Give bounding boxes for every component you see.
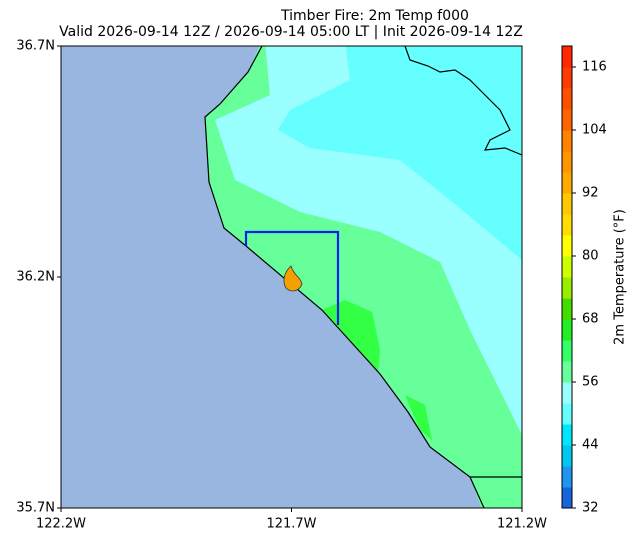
- colorbar-band: [562, 382, 572, 404]
- temp-zone: [278, 46, 522, 260]
- colorbar-band: [562, 487, 572, 509]
- title-line: Timber Fire: 2m Temp f000: [280, 8, 469, 24]
- x-tick-label: 121.7W: [266, 517, 316, 532]
- colorbar-band: [562, 109, 572, 131]
- colorbar-band: [562, 403, 572, 425]
- colorbar-tick-label: 32: [582, 501, 599, 516]
- colorbar-band: [562, 277, 572, 299]
- colorbar-band: [562, 445, 572, 467]
- fire-icon: [283, 265, 303, 292]
- y-tick-label: 36.7N: [16, 39, 55, 54]
- colorbar-frame: [561, 45, 573, 509]
- colorbar-band: [562, 130, 572, 152]
- colorbar-tick-label: 80: [582, 249, 599, 264]
- ocean: [61, 46, 482, 508]
- colorbar-band: [562, 88, 572, 110]
- colorbar-band: [562, 256, 572, 278]
- colorbar-band: [562, 298, 572, 320]
- colorbar-tick-label: 44: [582, 438, 599, 453]
- title-line: Valid 2026-09-14 12Z / 2026-09-14 05:00 …: [59, 24, 523, 40]
- colorbar-band: [562, 67, 572, 89]
- colorbar-band: [562, 214, 572, 236]
- x-tick-label: 121.2W: [497, 517, 547, 532]
- colorbar-band: [562, 466, 572, 488]
- colorbar-band: [562, 361, 572, 383]
- temp-zone: [405, 395, 432, 440]
- temp-zone: [322, 300, 380, 374]
- colorbar-label: 2m Temperature (°F): [613, 209, 628, 345]
- y-tick-label: 36.2N: [16, 270, 55, 285]
- colorbar-band: [562, 151, 572, 173]
- colorbar-band: [562, 172, 572, 194]
- coastline: [404, 46, 522, 156]
- colorbar-tick-label: 68: [582, 312, 599, 327]
- y-tick-label: 35.7N: [16, 501, 55, 516]
- map: [60, 45, 523, 509]
- colorbar-tick-label: 92: [582, 186, 599, 201]
- colorbar-band: [562, 319, 572, 341]
- colorbar-band: [562, 46, 572, 68]
- colorbar-tick-label: 116: [582, 60, 607, 75]
- colorbar-band: [562, 193, 572, 215]
- colorbar-band: [562, 424, 572, 446]
- colorbar-band: [562, 235, 572, 257]
- x-tick-label: 122.2W: [36, 517, 86, 532]
- colorbar-tick-label: 104: [582, 123, 607, 138]
- colorbar-band: [562, 340, 572, 362]
- colorbar-tick-label: 56: [582, 375, 599, 390]
- fire-box: [244, 230, 340, 325]
